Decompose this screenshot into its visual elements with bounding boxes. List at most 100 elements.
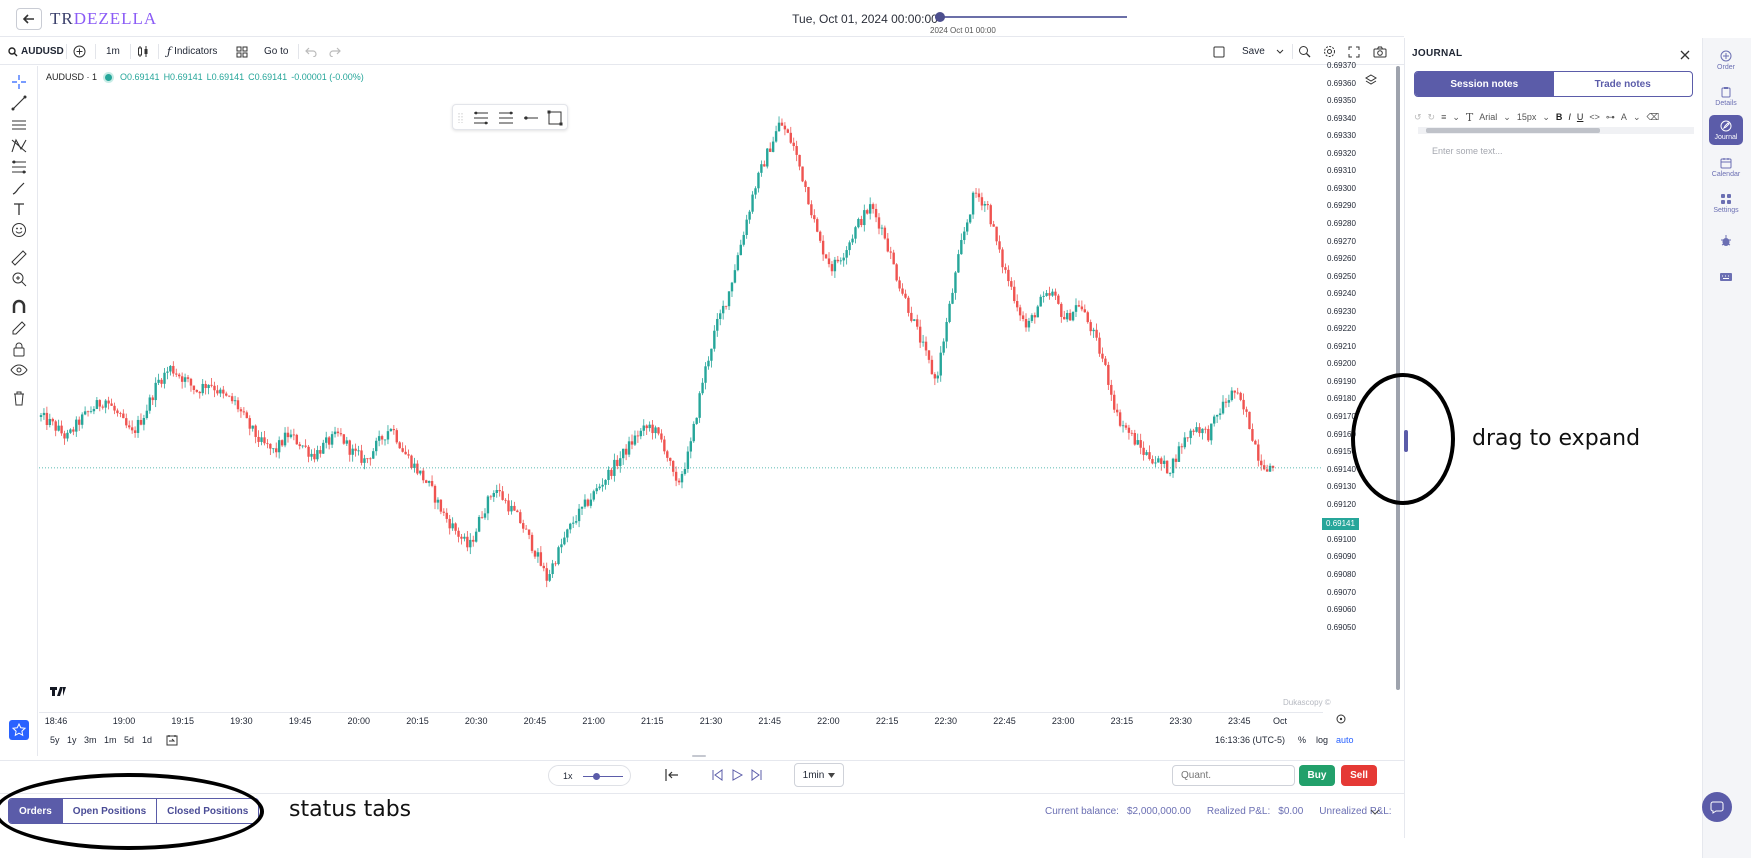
quick-search-button[interactable]: [1298, 38, 1311, 65]
price-scale[interactable]: 0.69370 0.69360 0.69350 0.69340 0.69330 0.693…: [1323, 61, 1365, 714]
rail-keyboard[interactable]: [1709, 262, 1743, 292]
tab-trade-notes[interactable]: Trade notes: [1594, 78, 1651, 90]
save-menu-button[interactable]: [1276, 38, 1284, 65]
favorites-tool[interactable]: [9, 720, 29, 740]
quantity-input[interactable]: [1172, 765, 1295, 786]
undo-icon[interactable]: ↺: [1414, 111, 1422, 122]
channel-icon[interactable]: [499, 111, 513, 124]
speed-slider-track[interactable]: [583, 776, 623, 777]
rail-journal[interactable]: Journal: [1709, 115, 1743, 145]
jump-to-start-button[interactable]: [664, 767, 680, 783]
date-range-button[interactable]: [166, 734, 178, 746]
fib-tool[interactable]: [10, 158, 28, 176]
price-chart[interactable]: [39, 66, 1323, 724]
goto-button[interactable]: Go to: [264, 38, 288, 65]
timeline-knob[interactable]: [935, 12, 945, 22]
align-icon[interactable]: ≡: [1441, 112, 1447, 122]
back-button[interactable]: [16, 8, 42, 30]
range-1m[interactable]: 1m: [104, 735, 117, 745]
text-tool[interactable]: [10, 200, 28, 218]
visibility-tool[interactable]: [10, 361, 28, 379]
layouts-button[interactable]: [236, 38, 248, 65]
tradingview-logo[interactable]: [48, 683, 70, 699]
editor-toolbar-scroll-thumb[interactable]: [1426, 128, 1600, 133]
status-collapse-button[interactable]: [1368, 806, 1382, 818]
crosshair-tool[interactable]: [10, 73, 28, 91]
snapshot-button[interactable]: [1373, 38, 1387, 65]
step-forward-button[interactable]: [750, 767, 764, 783]
chevron-down-icon[interactable]: ⌄: [1452, 111, 1460, 122]
redo-icon[interactable]: ↻: [1427, 111, 1436, 122]
replay-interval-select[interactable]: 1min: [794, 763, 844, 787]
clear-format-icon[interactable]: ⌫: [1646, 111, 1660, 122]
code-icon[interactable]: <>: [1589, 112, 1600, 122]
rail-bug-report[interactable]: [1709, 226, 1743, 256]
auto-toggle[interactable]: auto: [1336, 735, 1354, 745]
horizontal-lines-tool[interactable]: [10, 116, 28, 134]
time-scale-settings[interactable]: [1335, 713, 1347, 725]
add-symbol-button[interactable]: [73, 38, 86, 65]
ray-icon[interactable]: [524, 116, 538, 120]
range-1y[interactable]: 1y: [67, 735, 77, 745]
drawing-mode-tool[interactable]: [10, 319, 28, 337]
speed-slider-knob[interactable]: [593, 773, 600, 780]
underline-icon[interactable]: U: [1576, 112, 1584, 122]
brush-tool[interactable]: [10, 179, 28, 197]
panel-resize-handle[interactable]: [692, 755, 706, 757]
symbol-search[interactable]: AUDUSD: [8, 38, 64, 65]
range-5y[interactable]: 5y: [50, 735, 60, 745]
journal-editor[interactable]: Enter some text...: [1432, 146, 1503, 156]
step-back-button[interactable]: [710, 767, 724, 783]
font-size-select[interactable]: 15px: [1516, 112, 1537, 122]
chart-type-button[interactable]: [137, 38, 149, 65]
magnet-tool[interactable]: [10, 298, 28, 316]
chevron-down-icon[interactable]: ⌄: [1542, 111, 1550, 122]
log-toggle[interactable]: log: [1316, 735, 1329, 745]
text-color-icon[interactable]: A: [1620, 112, 1627, 122]
rail-details[interactable]: Details: [1709, 81, 1743, 111]
rectangle-icon[interactable]: [547, 110, 563, 126]
fullscreen-toggle[interactable]: [1213, 38, 1225, 65]
candle-body: [63, 433, 66, 439]
interval-button[interactable]: 1m: [106, 38, 120, 65]
settings-button[interactable]: [1323, 38, 1336, 65]
rail-order[interactable]: Order: [1709, 45, 1743, 75]
chevron-down-icon[interactable]: ⌄: [1503, 111, 1511, 122]
journal-close-button[interactable]: [1678, 48, 1692, 62]
replay-speed-control[interactable]: 1x: [548, 765, 631, 786]
zoom-tool[interactable]: [10, 270, 28, 288]
chat-button[interactable]: [1702, 792, 1732, 822]
tab-session-notes[interactable]: Session notes: [1415, 72, 1554, 96]
play-button[interactable]: [730, 767, 744, 783]
rail-calendar[interactable]: Calendar: [1709, 152, 1743, 182]
trendline-tool[interactable]: [10, 94, 28, 112]
indicators-button[interactable]: ƒ Indicators: [167, 38, 217, 65]
buy-button[interactable]: Buy: [1299, 765, 1335, 786]
bold-icon[interactable]: B: [1555, 112, 1563, 122]
rail-settings[interactable]: Settings: [1709, 188, 1743, 218]
emoji-tool[interactable]: [10, 221, 28, 239]
replay-timeline[interactable]: [935, 16, 1127, 18]
undo-button[interactable]: [305, 38, 317, 65]
save-button[interactable]: Save: [1242, 38, 1265, 65]
fib-levels-icon[interactable]: [474, 111, 488, 125]
ruler-tool[interactable]: [10, 249, 28, 267]
delete-tool[interactable]: [10, 389, 28, 407]
italic-icon[interactable]: I: [1568, 112, 1571, 122]
range-3m[interactable]: 3m: [84, 735, 97, 745]
percent-toggle[interactable]: %: [1298, 735, 1307, 745]
chevron-down-icon[interactable]: ⌄: [1632, 111, 1641, 122]
font-select[interactable]: Arial: [1479, 112, 1498, 122]
expand-button[interactable]: [1348, 38, 1360, 65]
font-type-icon[interactable]: T: [1465, 110, 1474, 124]
range-5d[interactable]: 5d: [124, 735, 135, 745]
candlestick-plot[interactable]: [39, 66, 1323, 712]
lock-tool[interactable]: [10, 340, 28, 358]
time-scale[interactable]: 18:46 19:00 19:15 19:30 19:45 20:00 20:15 20:30…: [39, 712, 1323, 728]
range-1d[interactable]: 1d: [142, 735, 153, 745]
pattern-tool[interactable]: [10, 137, 28, 155]
link-icon[interactable]: ⊶: [1605, 111, 1615, 122]
sell-button[interactable]: Sell: [1341, 765, 1377, 786]
layers-button[interactable]: [1364, 73, 1378, 87]
redo-button[interactable]: [329, 38, 341, 65]
